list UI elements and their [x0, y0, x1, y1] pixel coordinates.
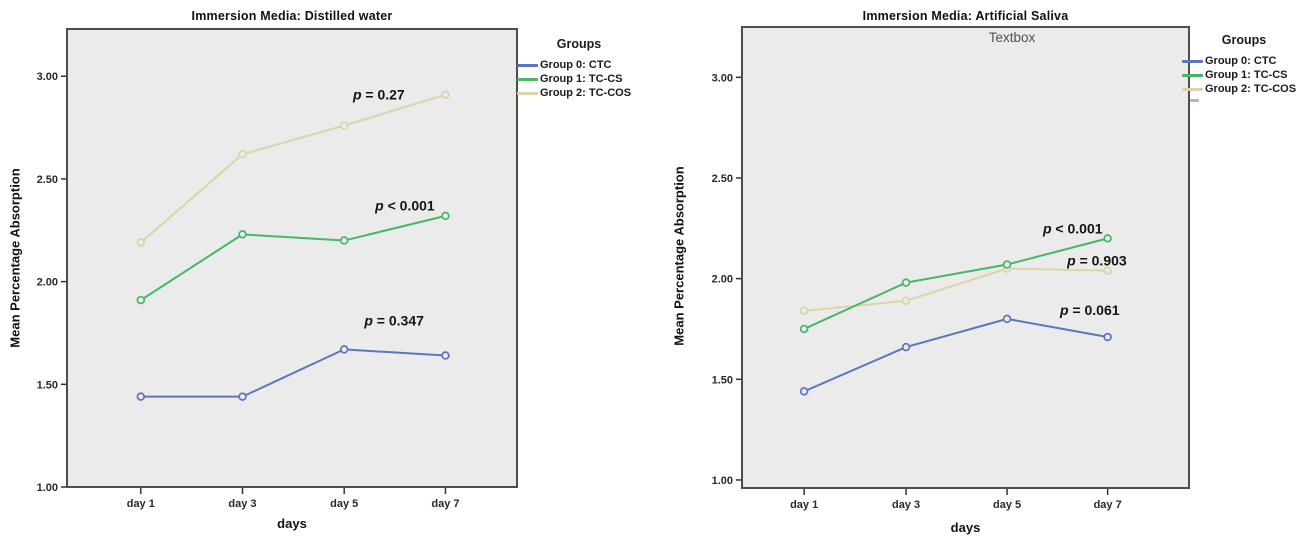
plot-background	[66, 28, 518, 488]
p-value-annotation: p < 0.001	[1042, 220, 1103, 236]
chart-title: Immersion Media: Artificial Saliva	[862, 9, 1069, 23]
data-point-group-1-tc-cs	[1103, 234, 1112, 243]
series-line-group-2-tc-cos	[139, 93, 447, 244]
legend-swatch-line	[517, 77, 538, 81]
x-tick-label: day 3	[228, 498, 256, 510]
y-tick-label: 1.00	[712, 475, 733, 487]
plot-area: 3.00 2.50 2.00 1.50 1.00 day 1 day 3 day 5 day 7…	[37, 28, 518, 510]
p-value-annotation: p < 0.001	[374, 198, 435, 214]
x-axis-title: days	[950, 520, 981, 535]
series-line-group-1-tc-cs	[139, 214, 447, 302]
legend-item: Group 1: TC-CS	[517, 72, 659, 86]
x-tick-label: day 7	[431, 498, 459, 510]
legend-item: Group 2: TC-COS	[517, 86, 659, 100]
data-point-group-0-ctc	[441, 351, 450, 360]
legend-label: Group 0: CTC	[540, 59, 612, 71]
data-point-group-0-ctc	[901, 342, 911, 352]
legend-item: Group 0: CTC	[517, 58, 659, 72]
data-point-group-1-tc-cs	[339, 236, 349, 245]
y-tick-label: 2.00	[37, 277, 58, 289]
legend-swatch-line	[517, 91, 538, 95]
p-value-annotation: p = 0.903	[1066, 253, 1127, 269]
y-tick-label: 1.00	[37, 482, 58, 494]
data-point-group-0-ctc	[136, 392, 146, 401]
data-point-group-2-tc-cos	[339, 121, 349, 130]
y-tick-label: 3.00	[37, 71, 58, 83]
x-tick-label: day 5	[993, 499, 1021, 511]
legend: Groups Group 0: CTC Group 1: TC-CS Group 2…	[517, 37, 659, 100]
legend-swatch-line	[517, 63, 538, 67]
data-point-group-1-tc-cs	[799, 324, 809, 334]
data-point-group-0-ctc	[799, 387, 809, 396]
y-tick-label: 1.50	[712, 374, 733, 386]
data-point-group-0-ctc	[1103, 332, 1112, 342]
series-line-group-0-ctc	[139, 348, 447, 398]
x-tick-label: day 1	[127, 498, 155, 510]
legend-label: Group 0: CTC	[1205, 55, 1277, 67]
chart-panel-distilled-water: Immersion Media: Distilled water Mean Pe…	[8, 9, 659, 531]
textbox-annotation: Textbox	[989, 30, 1036, 45]
y-tick-label: 1.50	[37, 379, 58, 391]
x-tick-label: day 7	[1094, 499, 1122, 511]
data-point-group-2-tc-cos	[136, 238, 146, 247]
data-point-group-2-tc-cos	[799, 306, 809, 316]
legend-item: Group 2: TC-COS	[1182, 82, 1306, 96]
data-point-group-0-ctc	[1002, 314, 1012, 324]
data-point-group-2-tc-cos	[238, 150, 247, 159]
data-point-group-2-tc-cos	[441, 90, 450, 99]
data-point-group-1-tc-cs	[136, 295, 146, 305]
legend-title: Groups	[1221, 33, 1267, 47]
data-point-group-0-ctc	[238, 392, 247, 401]
data-point-group-1-tc-cs	[901, 278, 911, 287]
chart-title: Immersion Media: Distilled water	[191, 9, 393, 23]
data-point-group-1-tc-cs	[441, 211, 450, 221]
legend-item: Group 0: CTC	[1182, 54, 1306, 68]
plot-background	[741, 26, 1190, 489]
x-tick-label: day 1	[790, 499, 818, 511]
y-tick-label: 3.00	[712, 72, 733, 84]
legend-swatch-line	[1182, 87, 1203, 91]
y-tick-label: 2.50	[37, 174, 58, 186]
legend-label: Group 1: TC-CS	[1205, 69, 1288, 81]
data-point-group-1-tc-cs	[238, 230, 247, 239]
x-tick-label: day 3	[892, 499, 920, 511]
x-tick-label: day 5	[330, 498, 358, 510]
data-point-group-2-tc-cos	[901, 296, 911, 306]
p-value-annotation: p = 0.347	[363, 313, 424, 329]
legend-swatch-line	[1182, 73, 1203, 77]
legend-title: Groups	[556, 37, 602, 51]
y-tick-label: 2.50	[712, 173, 733, 185]
data-point-group-1-tc-cs	[1002, 260, 1012, 269]
data-point-group-2-tc-cos	[1103, 266, 1112, 275]
legend-label: Group 1: TC-CS	[540, 73, 623, 85]
data-point-group-0-ctc	[339, 345, 349, 354]
legend-item: Group 1: TC-CS	[1182, 68, 1306, 82]
series-line-group-0-ctc	[803, 317, 1109, 393]
x-axis-title: days	[277, 516, 307, 531]
legend-items: Group 0: CTC Group 1: TC-CS Group 2: TC-CO…	[1182, 54, 1306, 96]
plot-area: 3.00 2.50 2.00 1.50 1.00 day 1 day 3 day 5 day 7…	[712, 26, 1190, 511]
p-value-annotation: p = 0.27	[352, 87, 405, 103]
y-tick-label: 2.00	[712, 274, 733, 286]
legend-swatch-line	[1182, 59, 1203, 63]
legend-items: Group 0: CTC Group 1: TC-CS Group 2: TC-CO…	[517, 58, 659, 100]
stray-dash-mark	[1190, 99, 1199, 102]
p-value-annotation: p = 0.061	[1059, 302, 1120, 318]
legend-label: Group 2: TC-COS	[540, 87, 632, 99]
chart-panel-artificial-saliva: Immersion Media: Artificial Saliva Mean …	[660, 0, 1307, 545]
legend: Groups Group 0: CTC Group 1: TC-CS Group 2…	[1182, 33, 1306, 96]
legend-label: Group 2: TC-COS	[1205, 83, 1297, 95]
series-line-group-1-tc-cs	[803, 237, 1109, 330]
